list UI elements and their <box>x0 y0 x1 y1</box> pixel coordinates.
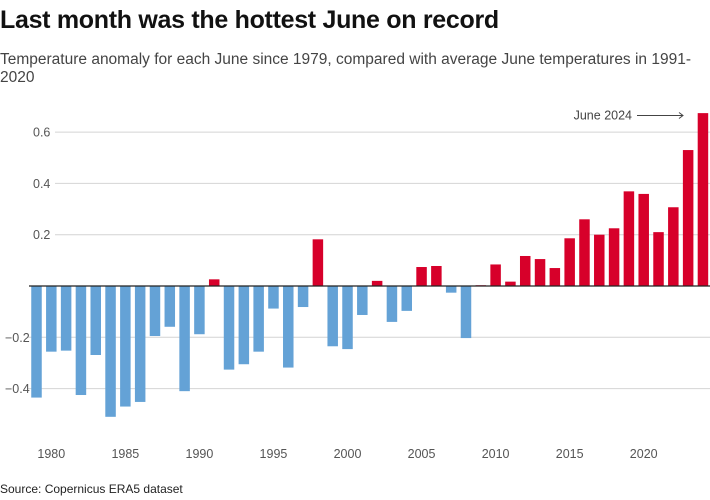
bar-1999 <box>327 286 338 347</box>
bar-2012 <box>519 255 531 286</box>
x-tick-label: 2010 <box>482 447 510 461</box>
bar-2015 <box>564 238 575 286</box>
bar-1989 <box>179 286 190 392</box>
y-tick-label: 0.4 <box>33 177 50 191</box>
y-tick-label: −0.2 <box>5 331 30 345</box>
chart-subtitle: Temperature anomaly for each June since … <box>0 51 692 86</box>
bar-1983 <box>90 286 101 355</box>
bar-1979 <box>31 286 42 398</box>
x-tick-label: 1985 <box>111 447 139 461</box>
bar-2022 <box>668 207 679 286</box>
bar-2000 <box>342 286 353 350</box>
y-tick-label: 0.2 <box>33 228 50 242</box>
bar-2001 <box>357 286 368 315</box>
chart-title: Last month was the hottest June on recor… <box>0 6 499 34</box>
bar-2002 <box>371 280 383 286</box>
x-tick-label: 1995 <box>260 447 288 461</box>
bar-2020 <box>638 193 649 286</box>
bar-1984 <box>105 286 116 417</box>
bar-2008 <box>460 286 472 339</box>
bar-1998 <box>312 239 324 286</box>
bar-2004 <box>401 286 412 311</box>
bar-2014 <box>549 268 561 286</box>
bar-1992 <box>223 286 235 370</box>
bar-2024 <box>697 113 709 286</box>
x-tick-label: 2020 <box>630 447 658 461</box>
bar-1997 <box>297 286 309 308</box>
bar-2006 <box>431 265 442 286</box>
bar-1993 <box>238 286 250 365</box>
bar-2011 <box>505 281 516 286</box>
bar-2005 <box>416 267 427 286</box>
bar-1996 <box>283 286 294 368</box>
bar-1994 <box>253 286 264 352</box>
annotation-label: June 2024 <box>574 109 632 123</box>
bar-2013 <box>534 259 546 286</box>
x-tick-label: 2000 <box>334 447 362 461</box>
bar-2019 <box>623 191 635 286</box>
bar-1980 <box>46 286 57 352</box>
bar-1985 <box>120 286 131 407</box>
source-note: Source: Copernicus ERA5 dataset <box>0 482 183 496</box>
bar-2021 <box>653 232 664 286</box>
arrow-head-icon <box>678 112 684 119</box>
bar-2010 <box>490 264 501 286</box>
bar-1981 <box>60 286 72 351</box>
x-tick-label: 1990 <box>186 447 214 461</box>
bar-1988 <box>164 286 176 327</box>
bar-2003 <box>386 286 398 322</box>
bar-2007 <box>445 286 457 293</box>
y-tick-label: −0.4 <box>5 382 30 396</box>
bar-1995 <box>268 286 279 309</box>
bar-2017 <box>594 234 605 286</box>
bar-2018 <box>608 228 620 286</box>
bar-1990 <box>194 286 205 335</box>
x-tick-label: 1980 <box>37 447 65 461</box>
x-tick-label: 2005 <box>408 447 436 461</box>
bar-2016 <box>579 219 590 286</box>
y-tick-label: 0.6 <box>33 126 50 140</box>
bar-1987 <box>149 286 161 337</box>
bar-1986 <box>134 286 146 402</box>
bar-2023 <box>682 150 694 286</box>
bar-1991 <box>208 279 220 286</box>
bar-1982 <box>75 286 87 396</box>
x-tick-label: 2015 <box>556 447 584 461</box>
